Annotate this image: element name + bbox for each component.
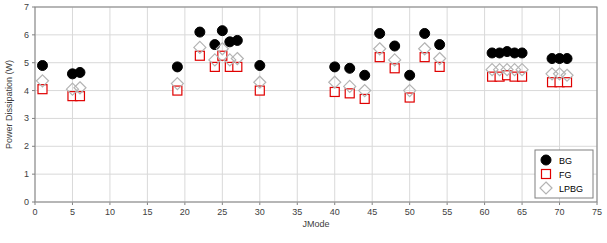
x-grid-line <box>334 7 335 202</box>
point <box>231 53 243 65</box>
x-grid-line <box>297 7 298 202</box>
x-tick-label: 55 <box>442 207 452 217</box>
point <box>561 69 573 81</box>
y-tick-label: 4 <box>24 86 29 96</box>
point <box>232 35 242 45</box>
x-grid-line <box>72 7 73 202</box>
x-grid-line <box>522 7 523 202</box>
point <box>217 26 227 36</box>
chart: 05101520253035404550556065707501234567JM… <box>0 0 607 243</box>
point <box>404 85 416 97</box>
background <box>0 0 607 243</box>
point <box>389 54 401 66</box>
y-grid-line <box>35 90 597 91</box>
x-grid-line <box>184 7 185 202</box>
y-tick-label: 1 <box>24 169 29 179</box>
point <box>419 43 431 55</box>
legend-marker <box>542 170 551 179</box>
x-tick-label: 45 <box>367 207 377 217</box>
legend-marker <box>540 182 552 194</box>
point <box>375 28 385 38</box>
y-tick-label: 6 <box>24 30 29 40</box>
point <box>171 78 183 90</box>
x-tick-label: 40 <box>330 207 340 217</box>
y-grid-line <box>35 34 597 35</box>
point <box>405 70 415 80</box>
point <box>330 62 340 72</box>
x-tick-label: 70 <box>555 207 565 217</box>
point <box>345 63 355 73</box>
x-tick-label: 15 <box>142 207 152 217</box>
point <box>435 40 445 50</box>
legend-box <box>535 150 593 198</box>
point <box>329 76 341 88</box>
point <box>359 85 371 97</box>
point <box>344 80 356 92</box>
point <box>360 70 370 80</box>
x-tick-label: 5 <box>70 207 75 217</box>
point <box>194 41 206 53</box>
x-tick-label: 60 <box>480 207 490 217</box>
point <box>516 64 528 76</box>
point <box>75 67 85 77</box>
point <box>74 82 86 94</box>
legend-label: LPBG <box>559 184 583 194</box>
x-grid-line <box>447 7 448 202</box>
y-grid-line <box>35 146 597 147</box>
legend: BG FG LPBG <box>535 150 593 198</box>
x-tick-label: 65 <box>517 207 527 217</box>
x-grid-line <box>109 7 110 202</box>
point <box>517 48 527 58</box>
x-grid-line <box>409 7 410 202</box>
y-grid-line <box>35 118 597 119</box>
x-tick-label: 30 <box>255 207 265 217</box>
point <box>172 62 182 72</box>
x-tick-label: 10 <box>105 207 115 217</box>
x-tick-label: 20 <box>180 207 190 217</box>
y-tick-label: 3 <box>24 113 29 123</box>
y-grid-line <box>35 174 597 175</box>
point <box>374 43 386 55</box>
y-tick-label: 5 <box>24 58 29 68</box>
point <box>209 54 221 66</box>
y-tick-label: 2 <box>24 141 29 151</box>
point <box>216 43 228 55</box>
point <box>434 53 446 65</box>
legend-label: BG <box>559 156 572 166</box>
y-tick-label: 7 <box>24 2 29 12</box>
x-tick-label: 50 <box>405 207 415 217</box>
point <box>420 28 430 38</box>
x-tick-label: 35 <box>292 207 302 217</box>
y-axis-label: Power Dissipation (W) <box>4 60 14 149</box>
legend-label: FG <box>559 170 572 180</box>
x-grid-line <box>222 7 223 202</box>
legend-marker <box>541 155 551 165</box>
plot-frame <box>35 7 597 202</box>
y-grid-line <box>35 62 597 63</box>
point <box>562 54 572 64</box>
marks <box>36 26 573 104</box>
point <box>37 61 47 71</box>
point <box>36 75 48 87</box>
x-grid-line <box>259 7 260 202</box>
point <box>390 41 400 51</box>
point <box>195 27 205 37</box>
x-tick-label: 75 <box>592 207 602 217</box>
y-tick-label: 0 <box>24 197 29 207</box>
point <box>255 61 265 71</box>
x-axis-label: JMode <box>302 219 329 229</box>
x-grid-line <box>372 7 373 202</box>
x-grid-line <box>147 7 148 202</box>
x-tick-label: 25 <box>217 207 227 217</box>
x-grid-line <box>484 7 485 202</box>
x-tick-label: 0 <box>32 207 37 217</box>
point <box>254 76 266 88</box>
